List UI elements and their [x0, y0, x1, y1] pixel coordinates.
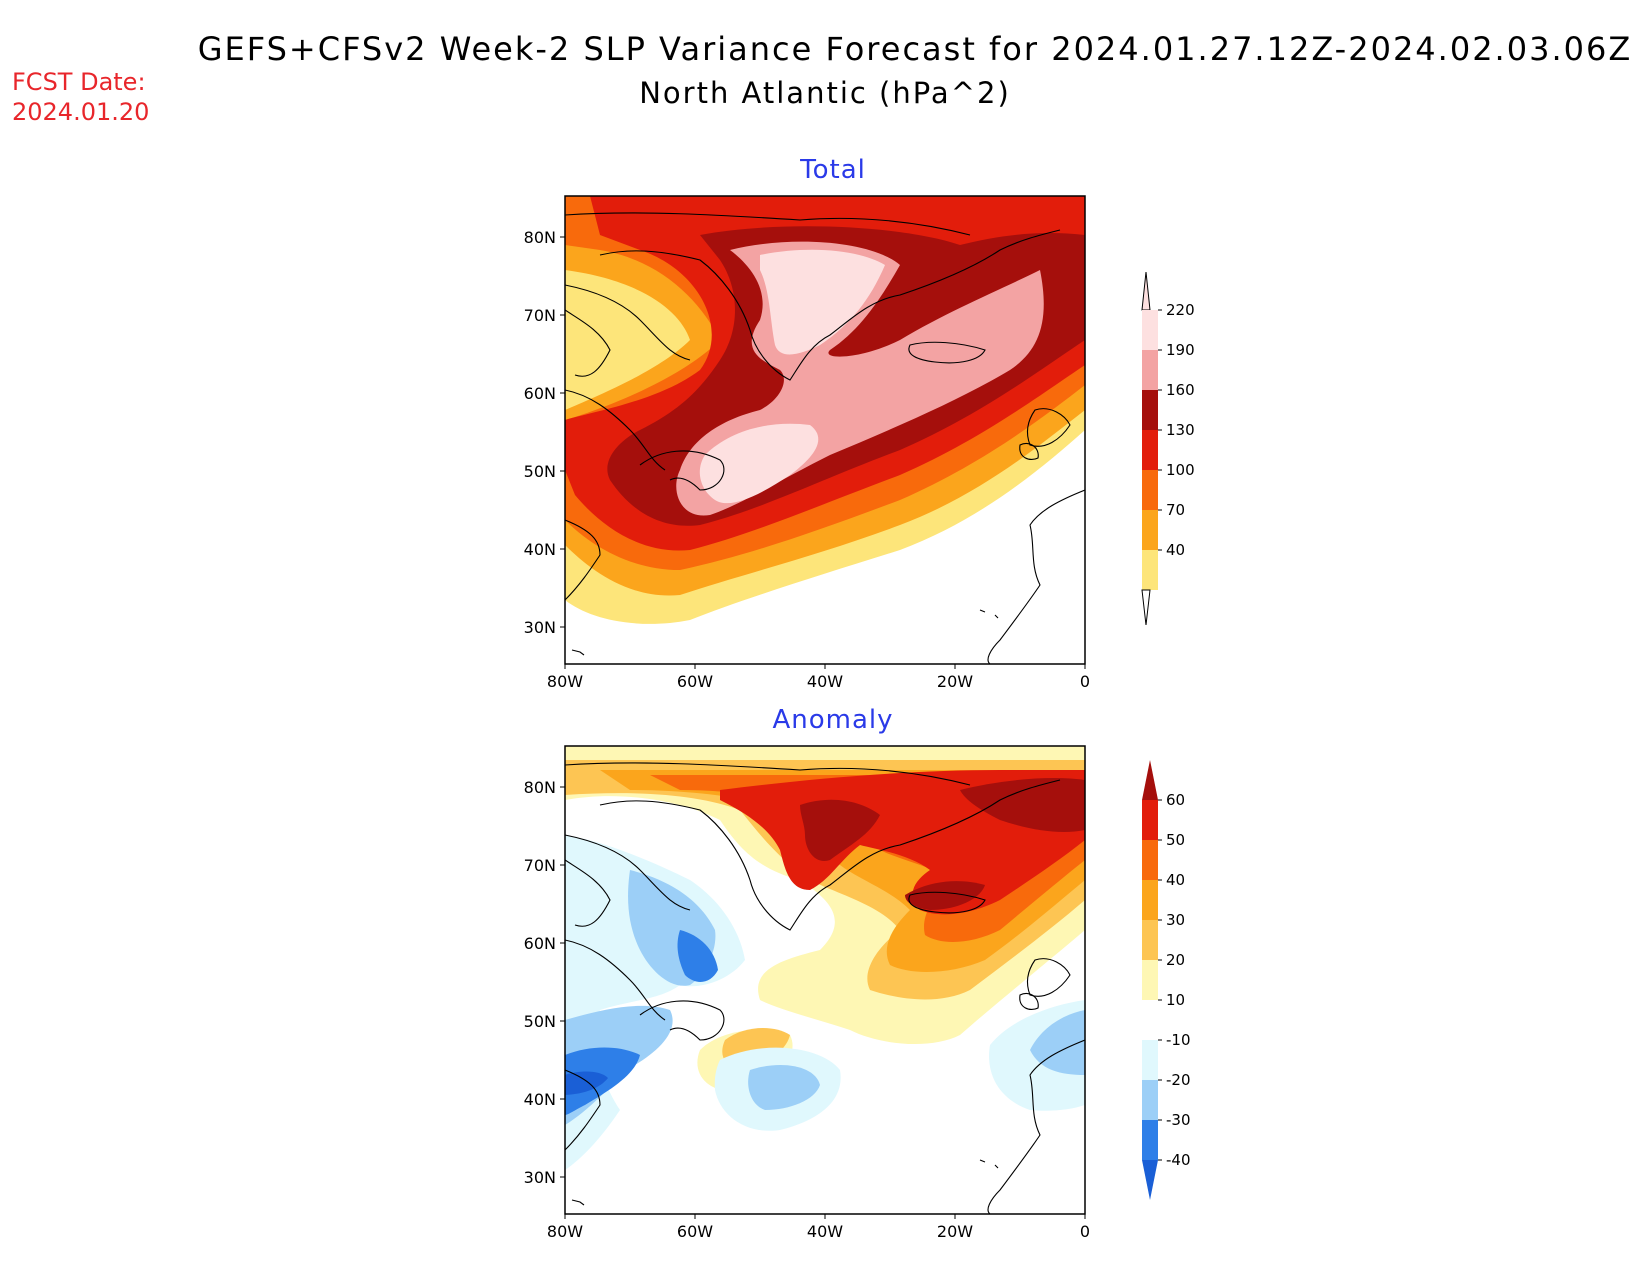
anomaly-lon-label: 60W — [677, 1222, 713, 1241]
total-lon-label: 40W — [807, 672, 843, 691]
anomaly-cb-swatch — [1142, 1080, 1158, 1120]
total-cb-swatch — [1142, 390, 1158, 430]
anomaly-lon-label: 80W — [547, 1222, 583, 1241]
total-cb-swatch — [1142, 430, 1158, 470]
anomaly-colorbar: 60 50 40 30 20 10 -10 -20 -30 -40 — [1142, 760, 1191, 1200]
anomaly-lon-label: 40W — [807, 1222, 843, 1241]
anomaly-lat-label: 40N — [524, 1090, 556, 1109]
anomaly-cb-label: 50 — [1166, 831, 1185, 849]
anomaly-cb-label: 20 — [1166, 951, 1185, 969]
anomaly-cb-label: -10 — [1166, 1031, 1191, 1049]
anomaly-cb-swatch — [1142, 1040, 1158, 1080]
total-cb-swatch — [1142, 510, 1158, 550]
anomaly-cb-label: 60 — [1166, 791, 1185, 809]
anomaly-lat-label: 60N — [524, 934, 556, 953]
anomaly-lat-label: 80N — [524, 778, 556, 797]
anomaly-cb-swatch — [1142, 1000, 1158, 1040]
total-cb-swatch — [1142, 470, 1158, 510]
main-title: GEFS+CFSv2 Week-2 SLP Variance Forecast … — [197, 30, 1633, 68]
anomaly-cb-label: 10 — [1166, 991, 1185, 1009]
anomaly-field — [565, 746, 1085, 1214]
total-lat-label: 60N — [524, 384, 556, 403]
fcst-date-label: FCST Date: — [12, 68, 146, 96]
total-cb-label: 220 — [1166, 301, 1195, 319]
total-lat-label: 40N — [524, 540, 556, 559]
total-cb-label: 40 — [1166, 541, 1185, 559]
anomaly-cb-label: 40 — [1166, 871, 1185, 889]
total-colorbar: 220 190 160 130 100 70 40 — [1141, 271, 1195, 626]
total-panel-title: Total — [799, 155, 866, 185]
anomaly-lat-ticks: 80N 70N 60N 50N 40N 30N — [524, 778, 565, 1187]
anomaly-cb-label: 30 — [1166, 911, 1185, 929]
anomaly-cb-swatch — [1142, 920, 1158, 960]
anomaly-lon-ticks: 80W 60W 40W 20W 0 — [547, 1214, 1090, 1241]
total-cb-label: 70 — [1166, 501, 1185, 519]
total-cb-label: 160 — [1166, 381, 1195, 399]
anomaly-lon-label: 0 — [1080, 1222, 1090, 1241]
total-cb-swatch — [1142, 310, 1158, 350]
anomaly-cb-swatch — [1142, 960, 1158, 1000]
anomaly-cb-swatch — [1142, 1120, 1158, 1160]
total-coastline — [565, 212, 1085, 664]
total-cb-label: 190 — [1166, 341, 1195, 359]
total-cb-label: 100 — [1166, 461, 1195, 479]
anomaly-lon-label: 20W — [937, 1222, 973, 1241]
total-field — [565, 196, 1085, 664]
total-lon-label: 80W — [547, 672, 583, 691]
anomaly-cb-label: -20 — [1166, 1071, 1191, 1089]
total-lon-label: 0 — [1080, 672, 1090, 691]
total-lon-label: 20W — [937, 672, 973, 691]
anomaly-lat-label: 30N — [524, 1168, 556, 1187]
total-cb-label: 130 — [1166, 421, 1195, 439]
anomaly-coastline — [565, 762, 1085, 1214]
total-panel: Total — [524, 155, 1195, 691]
anomaly-cb-swatch — [1142, 880, 1158, 920]
total-cb-swatch — [1142, 550, 1158, 590]
anomaly-panel-title: Anomaly — [772, 705, 893, 735]
total-cb-swatch — [1142, 350, 1158, 390]
total-lat-ticks: 80N 70N 60N 50N 40N 30N — [524, 228, 565, 637]
anomaly-panel: Anomaly — [524, 705, 1191, 1241]
anomaly-lat-label: 50N — [524, 1012, 556, 1031]
total-lat-label: 70N — [524, 306, 556, 325]
anomaly-cb-swatch — [1142, 800, 1158, 840]
anomaly-cb-label: -40 — [1166, 1151, 1191, 1169]
anomaly-cb-label: -30 — [1166, 1111, 1191, 1129]
total-lat-label: 30N — [524, 618, 556, 637]
total-lat-label: 80N — [524, 228, 556, 247]
sub-title: North Atlantic (hPa^2) — [639, 76, 1011, 110]
total-lon-ticks: 80W 60W 40W 20W 0 — [547, 664, 1090, 691]
anomaly-cb-swatch — [1142, 840, 1158, 880]
fcst-date-value: 2024.01.20 — [12, 98, 150, 126]
anomaly-lat-label: 70N — [524, 856, 556, 875]
total-lon-label: 60W — [677, 672, 713, 691]
total-lat-label: 50N — [524, 462, 556, 481]
